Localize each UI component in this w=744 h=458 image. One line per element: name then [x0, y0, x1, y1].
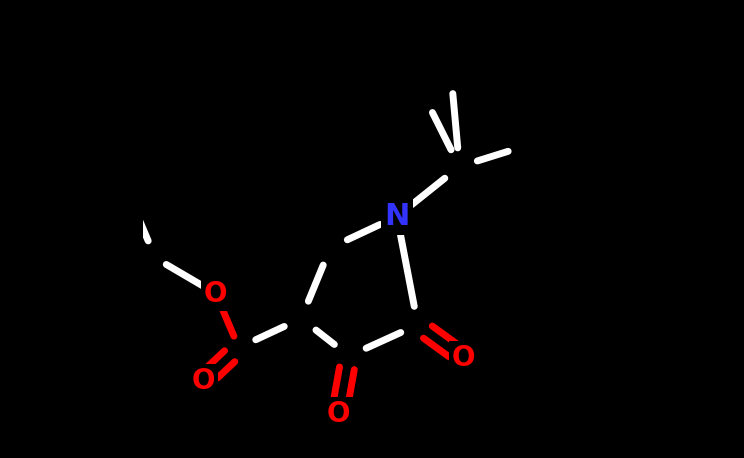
- Text: O: O: [192, 367, 215, 395]
- Text: O: O: [327, 400, 350, 428]
- Text: N: N: [385, 202, 410, 231]
- Text: O: O: [452, 344, 475, 372]
- Text: O: O: [204, 279, 228, 307]
